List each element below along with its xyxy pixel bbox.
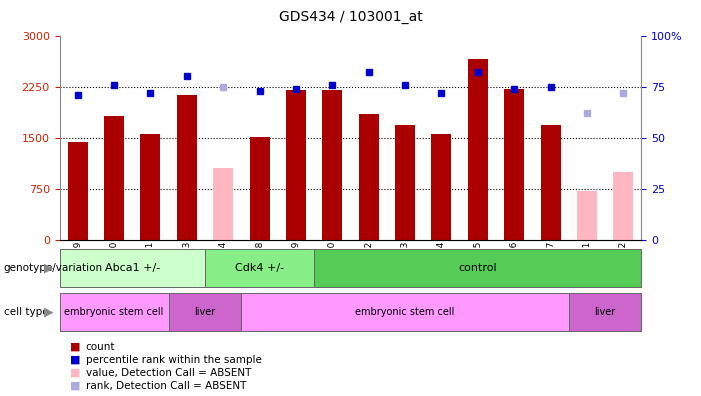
Bar [359,114,379,240]
Bar [577,190,597,240]
Bar [241,293,569,331]
Text: genotype/variation: genotype/variation [4,263,102,273]
Text: liver: liver [194,307,216,317]
Bar [613,171,633,240]
Text: GDS434 / 103001_at: GDS434 / 103001_at [278,10,423,24]
Bar [569,293,641,331]
Text: ■: ■ [70,367,81,378]
Bar [213,168,233,240]
Text: ■: ■ [70,341,81,352]
Text: control: control [458,263,497,273]
Bar [314,249,641,287]
Text: ▶: ▶ [44,305,54,318]
Text: liver: liver [594,307,615,317]
Bar [286,90,306,240]
Text: ▶: ▶ [44,262,54,275]
Bar [60,293,169,331]
Text: cell type: cell type [4,307,48,317]
Text: rank, Detection Call = ABSENT: rank, Detection Call = ABSENT [86,381,246,391]
Bar [468,59,488,240]
Bar [140,133,161,240]
Text: embryonic stem cell: embryonic stem cell [64,307,164,317]
Text: Abca1 +/-: Abca1 +/- [104,263,160,273]
Text: ■: ■ [70,354,81,365]
Bar [395,126,415,240]
Bar [205,249,314,287]
Text: percentile rank within the sample: percentile rank within the sample [86,354,261,365]
Text: ■: ■ [70,381,81,391]
Text: Cdk4 +/-: Cdk4 +/- [235,263,284,273]
Bar [540,126,561,240]
Bar [104,116,124,240]
Bar [177,95,197,240]
Bar [504,89,524,240]
Text: value, Detection Call = ABSENT: value, Detection Call = ABSENT [86,367,251,378]
Bar [322,90,342,240]
Bar [60,249,205,287]
Bar [431,134,451,240]
Text: count: count [86,341,115,352]
Bar [250,137,270,240]
Bar [169,293,241,331]
Bar [68,143,88,240]
Text: embryonic stem cell: embryonic stem cell [355,307,455,317]
